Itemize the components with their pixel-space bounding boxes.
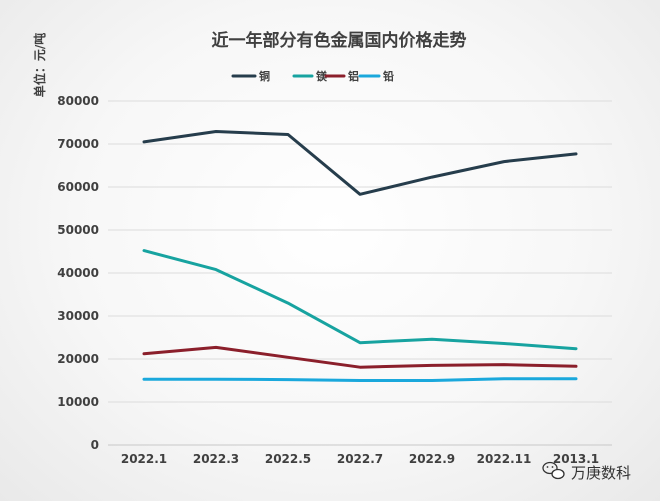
grid-lines (108, 100, 612, 446)
legend-item: 铝 (324, 69, 359, 83)
series-lines (142, 130, 578, 382)
y-tick-label: 40000 (57, 266, 99, 280)
y-tick-label: 60000 (57, 180, 99, 194)
y-tick-label: 50000 (57, 223, 99, 237)
watermark-text: 万庚数科 (571, 464, 631, 482)
watermark: 万庚数科 (542, 461, 631, 482)
y-axis-ticks: 0 10000 20000 30000 40000 50000 60000 70000 8000… (57, 94, 99, 452)
x-tick-label: 2013.1 (553, 452, 599, 466)
series-line-1 (142, 130, 578, 196)
x-tick-label: 2022.5 (265, 452, 311, 466)
legend-item: 铜 (231, 69, 270, 83)
x-tick-label: 2022.11 (477, 452, 532, 466)
chart-title: 近一年部分有色金属国内价格走势 (212, 30, 467, 51)
y-tick-label: 10000 (57, 395, 99, 409)
series-line-3 (142, 345, 578, 369)
y-tick-label: 0 (91, 438, 99, 452)
y-tick-label: 30000 (57, 309, 99, 323)
legend-label: 铜 (258, 69, 270, 83)
legend-label: 铅 (383, 69, 394, 83)
wechat-icon (542, 461, 565, 480)
series-line-2 (142, 249, 578, 351)
legend-item: 铅 (358, 69, 394, 83)
legend-label: 镁 (316, 69, 328, 83)
x-tick-label: 2022.9 (409, 452, 455, 466)
x-axis-ticks: 2022.1 2022.3 2022.5 2022.7 2022.9 2022.11 201… (121, 452, 599, 466)
y-tick-label: 20000 (57, 352, 99, 366)
y-tick-label: 70000 (57, 137, 99, 151)
series-line-4 (142, 377, 578, 382)
legend-item: 镁 (292, 69, 328, 83)
legend: 铜镁铝铅 (231, 69, 394, 83)
legend-label: 铝 (348, 69, 359, 83)
x-tick-label: 2022.1 (121, 452, 167, 466)
x-tick-label: 2022.7 (337, 452, 383, 466)
x-tick-label: 2022.3 (193, 452, 239, 466)
y-axis-title: 单位：元/吨 (32, 33, 47, 97)
y-tick-label: 80000 (57, 94, 99, 108)
